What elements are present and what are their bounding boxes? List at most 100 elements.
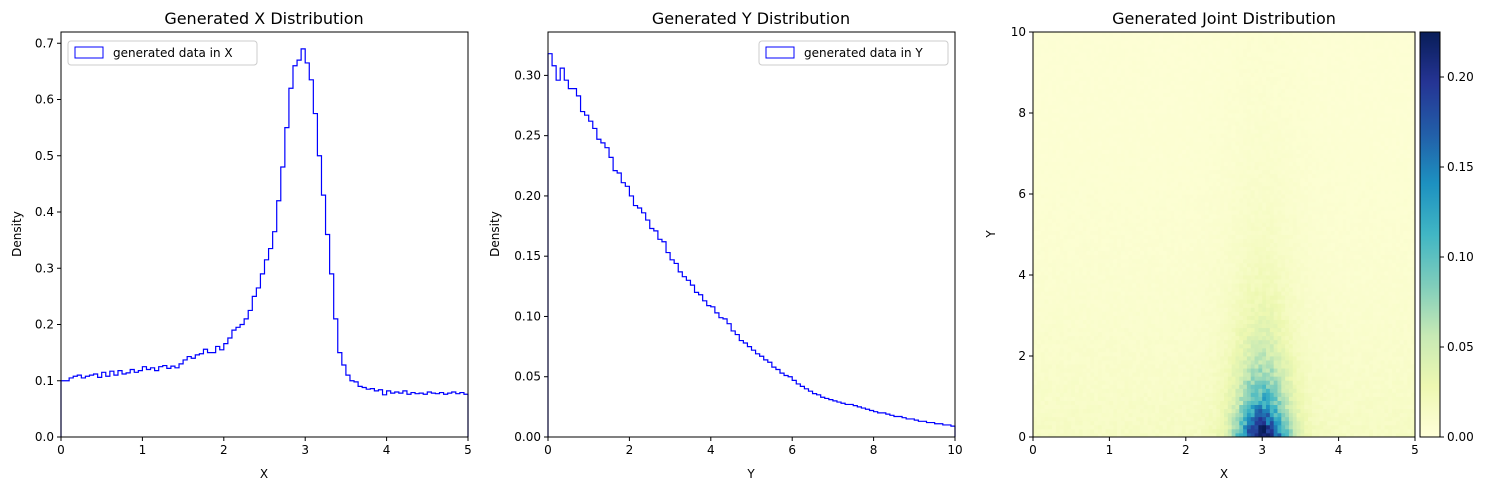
heatmap-cell <box>1377 392 1381 396</box>
heatmap-cell <box>1281 324 1285 328</box>
heatmap-cell <box>1125 271 1129 275</box>
heatmap-cell <box>1083 392 1087 396</box>
heatmap-cell <box>1067 364 1071 368</box>
heatmap-cell <box>1388 356 1392 360</box>
heatmap-cell <box>1277 336 1281 340</box>
heatmap-cell <box>1300 397 1304 401</box>
heatmap-cell <box>1094 259 1098 263</box>
heatmap-cell <box>1281 275 1285 279</box>
heatmap-cell <box>1155 388 1159 392</box>
heatmap-cell <box>1235 247 1239 251</box>
heatmap-cell <box>1281 320 1285 324</box>
heatmap-cell <box>1041 425 1045 429</box>
heatmap-cell <box>1136 429 1140 433</box>
heatmap-cell <box>1235 275 1239 279</box>
heatmap-cell <box>1171 307 1175 311</box>
heatmap-cell <box>1201 239 1205 243</box>
heatmap-cell <box>1041 295 1045 299</box>
heatmap-cell <box>1220 344 1224 348</box>
heatmap-cell <box>1384 332 1388 336</box>
heatmap-cell <box>1193 405 1197 409</box>
heatmap-cell <box>1044 324 1048 328</box>
heatmap-cell <box>1274 320 1278 324</box>
heatmap-cell <box>1136 405 1140 409</box>
heatmap-cell <box>1125 279 1129 283</box>
heatmap-cell <box>1255 328 1259 332</box>
heatmap-cell <box>1258 397 1262 401</box>
heatmap-cell <box>1262 259 1266 263</box>
heatmap-cell <box>1262 364 1266 368</box>
heatmap-cell <box>1129 332 1133 336</box>
heatmap-cell <box>1148 364 1152 368</box>
heatmap-cell <box>1400 388 1404 392</box>
heatmap-cell <box>1255 307 1259 311</box>
heatmap-cell <box>1247 392 1251 396</box>
heatmap-cell <box>1239 344 1243 348</box>
heatmap-cell <box>1056 429 1060 433</box>
heatmap-cell <box>1079 263 1083 267</box>
heatmap-cell <box>1098 307 1102 311</box>
heatmap-cell <box>1297 247 1301 251</box>
heatmap-cell <box>1044 295 1048 299</box>
heatmap-cell <box>1396 287 1400 291</box>
heatmap-cell <box>1167 311 1171 315</box>
heatmap-cell <box>1369 356 1373 360</box>
heatmap-cell <box>1270 324 1274 328</box>
heatmap-cell <box>1148 421 1152 425</box>
heatmap-cell <box>1247 336 1251 340</box>
heatmap-cell <box>1384 384 1388 388</box>
heatmap-cell <box>1102 392 1106 396</box>
heatmap-cell <box>1323 425 1327 429</box>
heatmap-cell <box>1052 429 1056 433</box>
heatmap-cell <box>1323 251 1327 255</box>
heatmap-cell <box>1155 287 1159 291</box>
heatmap-cell <box>1381 247 1385 251</box>
heatmap-cell <box>1224 397 1228 401</box>
heatmap-cell <box>1044 388 1048 392</box>
heatmap-cell <box>1251 425 1255 429</box>
heatmap-cell <box>1086 307 1090 311</box>
heatmap-cell <box>1255 263 1259 267</box>
heatmap-cell <box>1262 271 1266 275</box>
heatmap-cell <box>1086 364 1090 368</box>
heatmap-cell <box>1277 275 1281 279</box>
heatmap-cell <box>1109 328 1113 332</box>
heatmap-cell <box>1293 311 1297 315</box>
heatmap-cell <box>1140 388 1144 392</box>
heatmap-cell <box>1304 255 1308 259</box>
heatmap-cell <box>1056 348 1060 352</box>
heatmap-cell <box>1167 388 1171 392</box>
heatmap-cell <box>1255 405 1259 409</box>
heatmap-cell <box>1274 275 1278 279</box>
heatmap-cell <box>1136 243 1140 247</box>
heatmap-cell <box>1121 364 1125 368</box>
heatmap-cell <box>1178 429 1182 433</box>
heatmap-cell <box>1186 316 1190 320</box>
heatmap-cell <box>1232 324 1236 328</box>
heatmap-cell <box>1041 271 1045 275</box>
heatmap-cell <box>1258 307 1262 311</box>
heatmap-cell <box>1132 348 1136 352</box>
heatmap-cell <box>1304 275 1308 279</box>
heatmap-cell <box>1159 384 1163 388</box>
heatmap-cell <box>1090 409 1094 413</box>
heatmap-cell <box>1358 243 1362 247</box>
heatmap-cell <box>1220 364 1224 368</box>
heatmap-cell <box>1362 368 1366 372</box>
heatmap-cell <box>1304 429 1308 433</box>
heatmap-cell <box>1281 364 1285 368</box>
heatmap-cell <box>1339 239 1343 243</box>
heatmap-cell <box>1094 401 1098 405</box>
heatmap-cell <box>1316 344 1320 348</box>
heatmap-cell <box>1117 243 1121 247</box>
heatmap-cell <box>1339 372 1343 376</box>
heatmap-cell <box>1407 401 1411 405</box>
heatmap-cell <box>1270 247 1274 251</box>
heatmap-cell <box>1094 283 1098 287</box>
heatmap-cell <box>1400 303 1404 307</box>
heatmap-cell <box>1297 360 1301 364</box>
heatmap-cell <box>1056 279 1060 283</box>
heatmap-cell <box>1155 247 1159 251</box>
heatmap-cell <box>1404 413 1408 417</box>
heatmap-cell <box>1266 344 1270 348</box>
